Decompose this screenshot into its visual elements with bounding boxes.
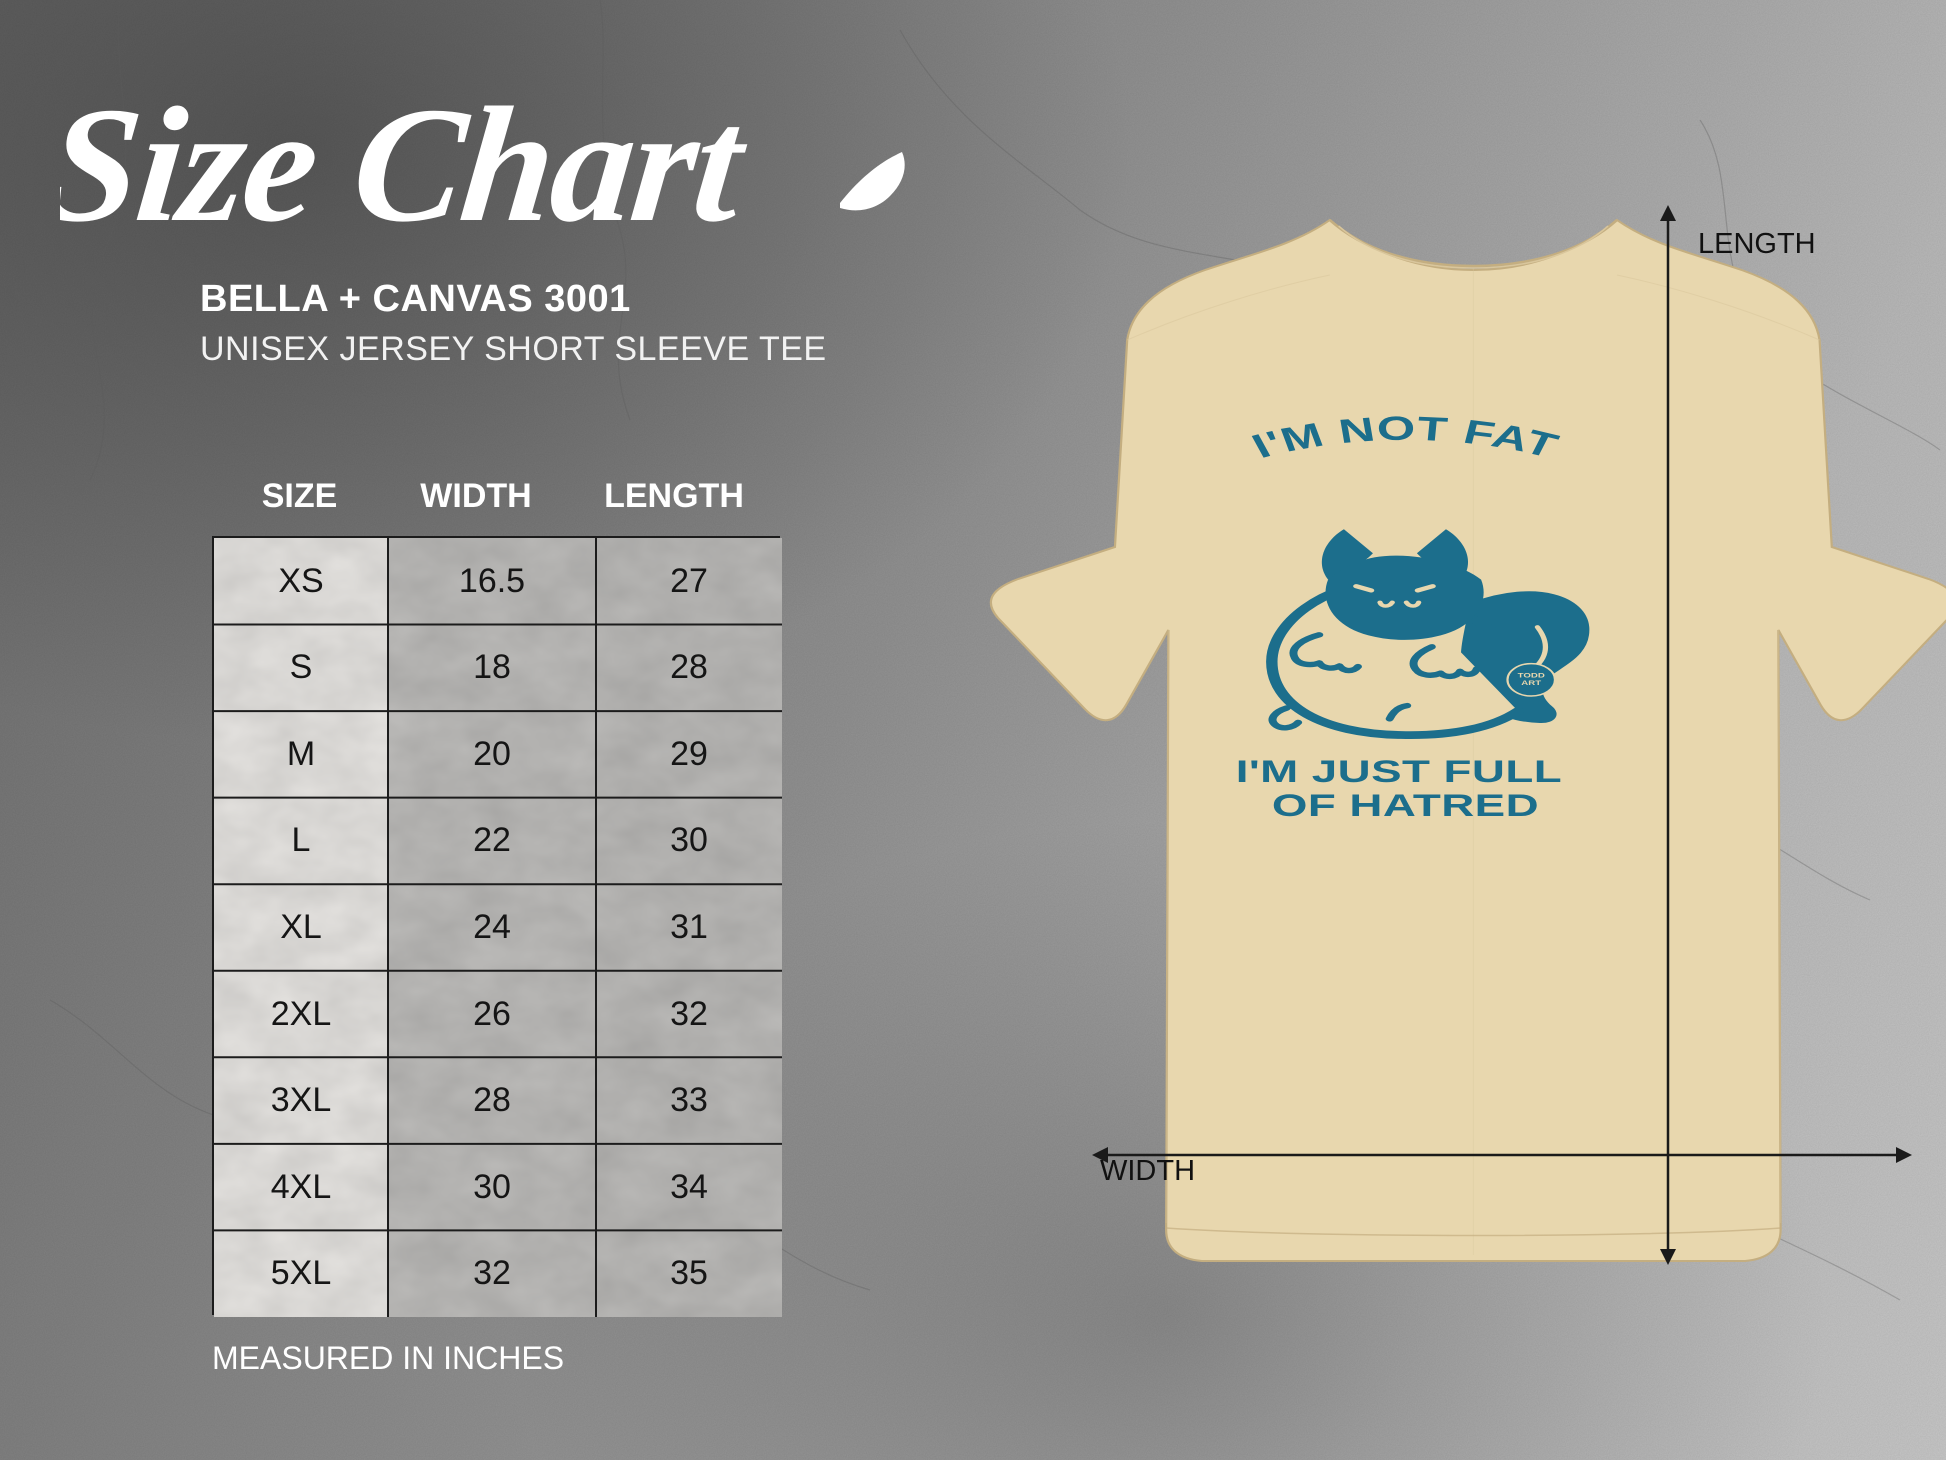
svg-text:Size Chart: Size Chart xyxy=(60,73,756,255)
svg-text:I'M JUST FULL OF HAT: I'M JUST FULL OF HATRED xyxy=(1236,755,1576,823)
svg-text:TODD: TODD xyxy=(1518,672,1545,679)
svg-text:ART: ART xyxy=(1521,680,1541,687)
